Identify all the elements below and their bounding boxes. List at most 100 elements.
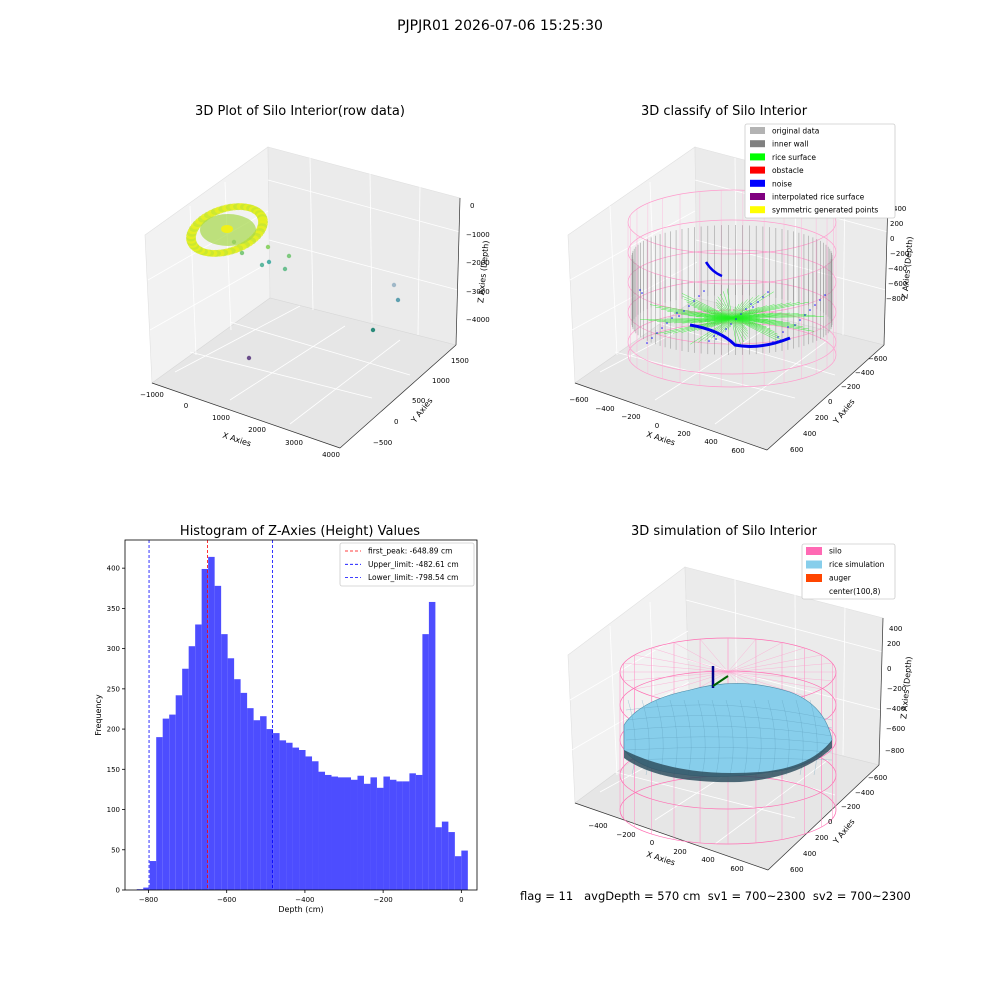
p1-z-tick-label: −1000 [466,231,490,239]
p4-x-tick-label: −200 [616,831,635,839]
histogram-bar [188,646,196,890]
p2-noise-point [787,326,789,328]
y-tick-label: 0 [116,887,120,895]
p4-gridline [609,625,618,776]
p2-noise-point [750,303,752,305]
p2-rice-point [655,306,733,319]
p4-silo-spoke [727,671,822,690]
p2-noise-point [730,323,732,325]
p2-rice-point [719,293,733,319]
panel4-title: 3D simulation of Silo Interior [631,524,817,539]
p2-noise-point [745,308,747,310]
p2-rice-point [731,316,824,319]
histogram-bar [428,601,436,890]
y-tick-label: 350 [107,605,120,613]
histogram-bar [350,779,358,890]
histogram-bar [208,556,215,890]
p4-x-tick-label: 0 [650,839,654,847]
p4-silo-spoke [727,639,757,673]
p2-z-tick-label: −200 [890,250,909,258]
histogram-bar [201,568,209,890]
p4-silo-spoke [727,671,833,681]
histogram-bar [273,733,280,890]
p4-rice-mesh-line [625,704,833,721]
p4-gridline [687,659,882,711]
p2-axis-line [766,344,885,451]
p2-rice-point [640,317,733,320]
panel1-title: 3D Plot of Silo Interior(row data) [195,104,405,119]
histogram-bar [266,729,274,890]
p2-gridline [569,210,696,281]
p1-y-tick-label: 0 [394,418,398,426]
p2-rice-point [731,317,780,338]
p4-silo-spoke [727,647,805,673]
histogram-bar [318,771,326,890]
p2-noise-point [824,294,826,296]
p1-point [259,262,265,268]
status-footer: flag = 11 avgDepth = 570 cm sv1 = 700~23… [520,889,911,903]
p2-rice-point [715,301,733,319]
p4-rice-mesh-line [683,699,692,776]
p2-noise-point [683,310,685,312]
p4-z-tick-label: −400 [886,705,905,713]
p2-rice-point [731,317,809,330]
p2-noise-point [804,314,806,316]
p1-x-tick-label: 2000 [248,426,266,434]
p2-rice-point [686,301,733,319]
p4-z-tick-label: −800 [885,747,904,755]
p2-axis-line [883,197,889,346]
p1-z-tick-label: 0 [470,202,474,210]
p1-x-tick-label: 1000 [212,414,230,422]
p2-z-axis-label: Z Axies (Depth) [900,236,914,299]
p1-gridline [289,339,401,425]
p2-rice-point [716,304,733,319]
histogram-bar [247,708,254,890]
histogram-bar [441,821,449,890]
p2-rice-point [681,293,733,319]
p4-gridline [842,604,846,756]
histogram-bar [363,783,371,890]
p4-y-tick-label: 600 [790,866,803,874]
p1-y-tick-label: 1000 [432,377,450,385]
p2-noise-point [762,296,764,298]
p1-gridline [417,184,421,336]
p4-rice-mesh-line [625,715,833,729]
histogram-legend-label: first_peak: -648.89 cm [368,547,452,556]
histogram-bar [253,720,261,890]
p2-rice-point [731,297,754,319]
p1-gridline [268,239,459,291]
p2-rice-point [731,317,745,343]
p1-point [266,259,272,265]
y-tick-label: 200 [107,726,120,734]
p4-z-tick-label: 0 [887,665,891,673]
histogram-bar [260,716,267,890]
x-tick-label: −400 [295,896,314,904]
p2-x-tick-label: 200 [677,430,690,438]
p2-noise-cluster [704,261,723,278]
p2-noise-point [725,328,727,330]
p1-point [246,355,252,361]
histogram-bar [234,679,241,890]
p4-x-tick-label: 600 [730,865,743,873]
p2-gridline [609,205,618,356]
p4-z-axis-label: Z Axies (Depth) [899,656,913,719]
histogram-bar [227,658,235,890]
p4-axis-line [574,802,769,871]
p2-legend-label: symmetric generated points [772,206,878,215]
p2-noise-point [814,304,816,306]
p2-rice-point [731,317,748,332]
p4-rice-mesh-line [625,725,833,737]
p4-silo-spoke [651,647,729,673]
p4-silo-spoke [727,654,822,673]
p2-rice-point [727,317,733,330]
p1-point [231,239,237,245]
p4-silo-spoke [727,663,833,673]
histogram-bar [240,692,248,890]
p4-y-axis-label: Y Axies [831,817,857,846]
p2-rice-point [731,317,778,335]
p2-y-tick-label: 200 [815,414,828,422]
p2-gridline [695,239,887,291]
histogram-bar [221,634,228,890]
p4-silo-spoke [727,642,783,673]
p2-rice-point [731,301,801,319]
